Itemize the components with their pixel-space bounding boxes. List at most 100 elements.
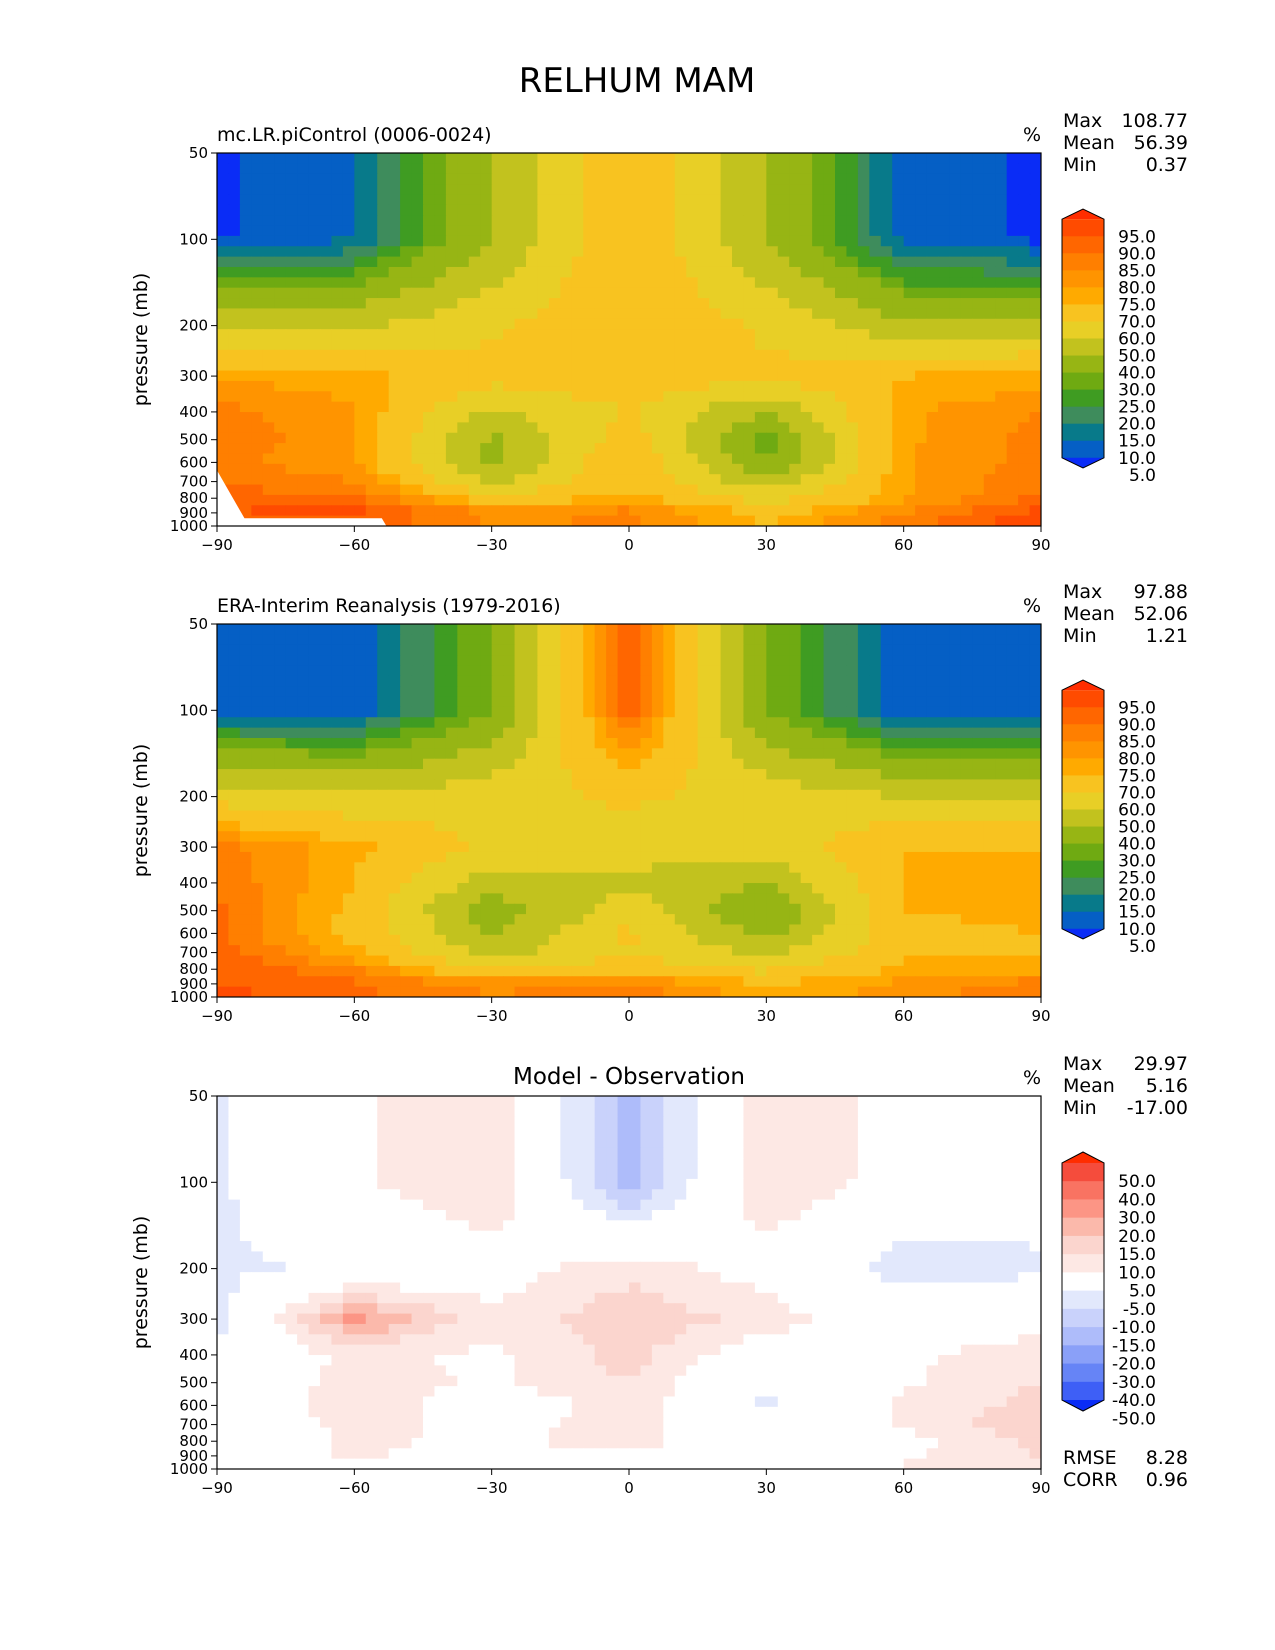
field-cell	[686, 748, 699, 760]
field-cell	[251, 696, 264, 708]
stat-label: Min	[1063, 154, 1097, 176]
field-cell	[766, 634, 779, 646]
field-cell	[217, 360, 230, 372]
field-cell	[743, 862, 756, 874]
field-cell	[640, 422, 653, 434]
field-cell	[377, 484, 390, 496]
field-cell	[938, 727, 951, 739]
field-cell	[629, 634, 642, 646]
field-cell	[491, 391, 504, 403]
field-cell	[1018, 370, 1031, 382]
field-cell	[423, 655, 436, 667]
field-cell	[308, 831, 321, 843]
field-cell	[217, 665, 230, 677]
field-cell	[880, 360, 893, 372]
field-cell	[651, 256, 664, 268]
field-cell	[846, 862, 859, 874]
field-cell	[938, 173, 951, 185]
field-cell	[720, 769, 733, 781]
field-cell	[217, 779, 230, 791]
field-cell	[331, 380, 344, 392]
field-cell	[560, 277, 573, 289]
field-cell	[995, 287, 1008, 299]
field-cell	[526, 225, 539, 237]
field-cell	[274, 800, 287, 812]
field-cell	[388, 841, 401, 853]
field-cell	[1006, 934, 1019, 946]
field-cell	[445, 339, 458, 351]
field-cell	[823, 266, 836, 278]
field-cell	[491, 370, 504, 382]
field-cell	[892, 215, 905, 227]
field-cell	[846, 748, 859, 760]
field-cell	[915, 810, 928, 822]
field-cell	[640, 277, 653, 289]
field-cell	[800, 717, 813, 729]
field-cell	[1029, 298, 1041, 310]
field-cell	[251, 644, 264, 656]
field-cell	[468, 474, 481, 486]
field-cell	[514, 370, 527, 382]
field-cell	[480, 717, 493, 729]
field-cell	[949, 287, 962, 299]
field-cell	[903, 287, 916, 299]
field-cell	[354, 329, 367, 341]
field-cell	[354, 153, 367, 164]
field-cell	[640, 318, 653, 330]
field-cell	[434, 225, 447, 237]
field-cell	[571, 717, 584, 729]
field-cell	[892, 360, 905, 372]
field-cell	[354, 194, 367, 206]
field-cell	[262, 484, 275, 496]
field-cell	[823, 184, 836, 196]
field-cell	[274, 153, 287, 164]
field-cell	[583, 665, 596, 677]
field-cell	[308, 329, 321, 341]
field-cell	[800, 184, 813, 196]
field-cell	[411, 370, 424, 382]
field-cell	[743, 655, 756, 667]
field-cell	[434, 800, 447, 812]
field-cell	[800, 163, 813, 175]
field-cell	[686, 883, 699, 894]
field-cell	[320, 463, 333, 475]
field-cell	[640, 474, 653, 486]
field-cell	[869, 287, 882, 299]
field-cell	[320, 624, 333, 635]
field-cell	[434, 665, 447, 677]
field-cell	[674, 153, 687, 164]
field-cell	[709, 443, 722, 455]
field-cell	[400, 748, 413, 760]
field-cell	[789, 655, 802, 667]
field-cell	[743, 256, 756, 268]
field-cell	[880, 298, 893, 310]
field-cell	[491, 380, 504, 392]
field-cell	[846, 173, 859, 185]
field-cell	[617, 810, 630, 822]
field-cell	[331, 308, 344, 320]
field-cell	[548, 153, 561, 164]
field-cell	[548, 717, 561, 729]
field-cell	[629, 624, 642, 635]
field-cell	[663, 225, 676, 237]
field-cell	[514, 329, 527, 341]
field-cell	[583, 779, 596, 791]
field-cell	[1029, 215, 1041, 227]
field-cell	[869, 474, 882, 486]
field-cell	[468, 841, 481, 853]
field-cell	[835, 769, 848, 781]
field-cell	[777, 515, 790, 526]
field-cell	[754, 173, 767, 185]
field-cell	[434, 494, 447, 506]
field-cell	[663, 717, 676, 729]
field-cell	[537, 810, 550, 822]
field-cell	[571, 184, 584, 196]
field-cell	[434, 758, 447, 770]
field-cell	[960, 644, 973, 656]
field-cell	[857, 370, 870, 382]
field-cell	[457, 308, 470, 320]
field-cell	[674, 624, 687, 635]
field-cell	[995, 246, 1008, 258]
field-cell	[926, 748, 939, 760]
field-cell	[789, 412, 802, 423]
